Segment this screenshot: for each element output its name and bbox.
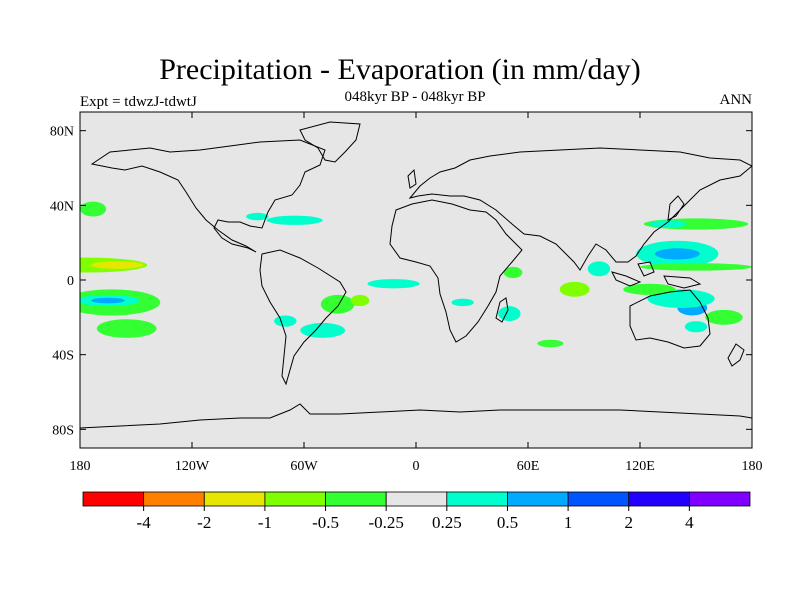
field-region <box>451 298 474 307</box>
field-region <box>559 281 590 297</box>
field-region <box>91 297 125 304</box>
season-label: ANN <box>719 92 753 108</box>
field-region <box>246 212 269 221</box>
lon-tick-label: 60E <box>517 459 540 474</box>
field-region <box>266 215 323 225</box>
coastline-eurasia-africa <box>389 147 752 343</box>
lon-tick-label: 0 <box>413 459 420 474</box>
lat-tick-label: 40N <box>50 199 74 214</box>
lon-tick-label: 120E <box>625 459 655 474</box>
colorbar-label: 0.25 <box>432 513 462 532</box>
colorbar-label: 2 <box>624 513 633 532</box>
field-region <box>274 315 297 327</box>
colorbar-swatch <box>446 491 508 507</box>
field-region <box>623 283 676 295</box>
lon-tick-label: 120W <box>175 459 210 474</box>
field-region <box>96 319 157 338</box>
field-region <box>498 306 521 322</box>
colorbar-label: -1 <box>258 513 272 532</box>
coastline-antarctica <box>80 403 752 429</box>
lat-tick-label: 80N <box>50 125 74 140</box>
colorbar-swatch <box>385 491 448 507</box>
colorbar-label: 4 <box>685 513 694 532</box>
field-region <box>705 309 743 325</box>
field-region <box>587 261 611 277</box>
field-region <box>503 266 523 279</box>
colorbar-label: -0.5 <box>312 513 339 532</box>
field-region <box>654 248 700 260</box>
axis-ticks <box>79 112 753 448</box>
coastlines <box>80 121 752 429</box>
lat-tick-label: 40S <box>52 349 74 364</box>
field-region <box>91 261 144 269</box>
colorbar-swatch <box>143 491 205 507</box>
field-region <box>537 339 564 348</box>
colorbar-swatch <box>567 491 630 507</box>
coastline-greenland <box>299 121 361 163</box>
coastline-new-zealand <box>727 343 745 367</box>
field-region <box>367 279 420 289</box>
colorbar-labels: -4 -2 -1 -0.5 -0.25 0.25 0.5 1 2 4 <box>137 506 694 532</box>
colorbar-label: -2 <box>197 513 211 532</box>
lat-tick-label: 80S <box>52 423 74 438</box>
field-region <box>320 294 355 314</box>
colorbar-swatch <box>688 491 751 507</box>
latitude-labels: 80N 40N 0 40S 80S <box>50 125 74 439</box>
field-region <box>640 263 752 271</box>
coastline-madagascar <box>495 297 509 323</box>
field-region <box>80 201 107 217</box>
coastline-australia <box>629 289 711 349</box>
colorbar-label: -4 <box>137 513 152 532</box>
field-region <box>649 220 687 228</box>
field-region <box>350 294 370 307</box>
field-region <box>647 289 715 308</box>
lon-tick-label: 60W <box>290 459 318 474</box>
field-region <box>300 322 346 338</box>
map-plot-area <box>80 112 752 448</box>
field-regions <box>80 201 752 348</box>
coastline-british-isles <box>407 168 417 189</box>
longitude-labels: 180 120W 60W 0 60E 120E 180 <box>70 459 763 474</box>
map-title: Precipitation - Evaporation (in mm/day) <box>159 53 641 86</box>
colorbar-swatch <box>507 491 569 507</box>
lat-tick-label: 0 <box>67 274 74 289</box>
colorbar-swatch <box>82 491 145 507</box>
colorbar-swatch <box>203 491 266 507</box>
coastline-japan <box>667 195 685 221</box>
colorbar-swatch <box>264 491 326 507</box>
coastline-north-america <box>90 139 326 253</box>
field-region <box>684 321 708 333</box>
coastline-indonesia <box>611 261 702 289</box>
colorbar-label: 0.5 <box>497 513 518 532</box>
lon-tick-label: 180 <box>70 459 91 474</box>
experiment-label: Expt = tdwzJ-tdwtJ <box>80 94 197 110</box>
lon-tick-label: 180 <box>742 459 763 474</box>
colorbar-swatch <box>628 491 690 507</box>
coastline-south-america <box>259 249 347 386</box>
colorbar-swatch <box>325 491 387 507</box>
colorbar <box>82 491 751 507</box>
map-subtitle: 048kyr BP - 048kyr BP <box>344 89 486 105</box>
colorbar-label: -0.25 <box>368 513 403 532</box>
colorbar-label: 1 <box>564 513 573 532</box>
